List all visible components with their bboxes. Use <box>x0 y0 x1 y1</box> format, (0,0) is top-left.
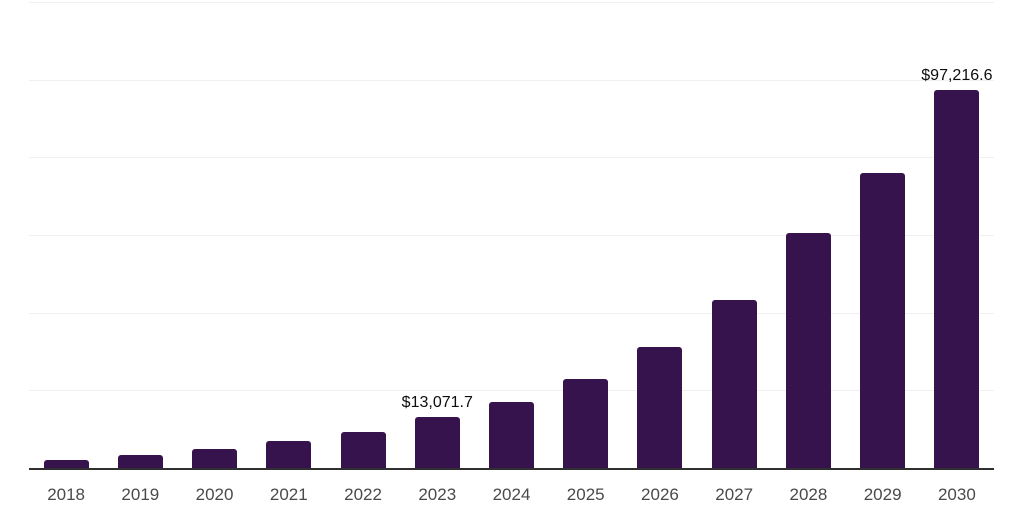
data-label-2030: $97,216.6 <box>921 67 993 85</box>
bar-2021 <box>266 440 312 468</box>
bar-2018 <box>43 460 89 468</box>
gridline <box>29 79 994 81</box>
bar-2019 <box>117 454 163 468</box>
bar-2027 <box>711 299 757 468</box>
bar-2030 <box>934 90 980 468</box>
x-tick-2030: 2030 <box>937 485 976 504</box>
x-tick-2027: 2027 <box>715 485 754 504</box>
bar-2023 <box>414 417 460 468</box>
gridline <box>29 157 994 159</box>
x-tick-2020: 2020 <box>195 485 234 504</box>
bar-2022 <box>340 431 386 468</box>
x-tick-2025: 2025 <box>566 485 605 504</box>
x-tick-2026: 2026 <box>641 485 679 504</box>
x-tick-2022: 2022 <box>344 485 382 504</box>
plot-area: $13,071.7 $97,216.6 <box>29 0 994 470</box>
gridline <box>29 312 994 314</box>
bar-2020 <box>192 448 238 468</box>
x-tick-2024: 2024 <box>492 485 531 504</box>
x-tick-2028: 2028 <box>789 485 828 504</box>
data-label-2023: $13,071.7 <box>401 394 473 412</box>
x-tick-2018: 2018 <box>47 485 86 504</box>
x-tick-2019: 2019 <box>121 485 160 504</box>
x-tick-2021: 2021 <box>269 485 308 504</box>
x-axis-line <box>29 468 994 470</box>
gridline <box>29 2 994 3</box>
bar-2029 <box>860 172 906 468</box>
x-tick-2029: 2029 <box>863 485 902 504</box>
x-tick-2023: 2023 <box>418 485 457 504</box>
bar-2025 <box>563 378 609 468</box>
bar-2024 <box>489 401 534 468</box>
bar-2028 <box>785 233 831 468</box>
gridline <box>29 235 994 236</box>
bar-2026 <box>637 346 683 468</box>
x-axis-labels: 2018 2019 2020 2021 2022 2023 2024 2025 2026 2027… <box>0 485 1024 507</box>
gridline <box>29 390 994 392</box>
